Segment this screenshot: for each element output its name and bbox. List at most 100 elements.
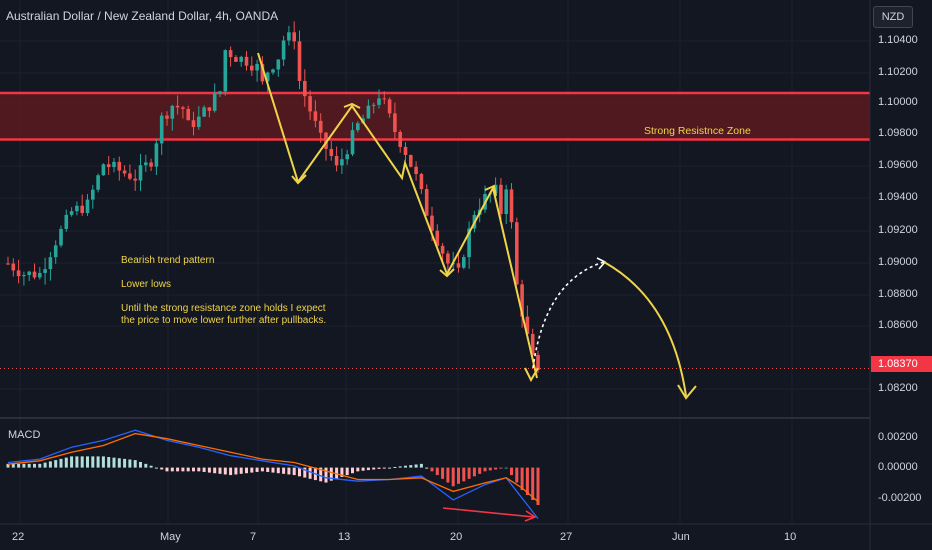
macd-histogram-bar-29 bbox=[160, 467, 164, 470]
candle-body-70 bbox=[377, 98, 381, 105]
zone-label: Strong Resistnce Zone bbox=[644, 125, 751, 137]
candle-body-15 bbox=[85, 199, 90, 214]
macd-histogram-bar-94 bbox=[504, 467, 508, 469]
macd-histogram-bar-45 bbox=[245, 467, 248, 474]
macd-histogram-bar-16 bbox=[91, 456, 95, 468]
macd-histogram-bar-82 bbox=[441, 467, 445, 479]
candle-body-96 bbox=[515, 222, 519, 285]
time-tick-7: 10 bbox=[784, 531, 797, 543]
trend-drawings[interactable] bbox=[257, 52, 697, 400]
price-tick-5: 1.09400 bbox=[878, 191, 918, 203]
candle-body-100 bbox=[536, 354, 540, 371]
macd-histogram-bar-92 bbox=[494, 467, 498, 470]
macd-histogram-bar-15 bbox=[86, 456, 89, 468]
candle-body-18 bbox=[101, 164, 106, 176]
macd-histogram-bar-99 bbox=[531, 467, 535, 501]
macd-histogram-bar-84 bbox=[451, 467, 455, 487]
macd-histogram-bar-68 bbox=[366, 467, 370, 471]
macd-histogram-bar-33 bbox=[181, 467, 185, 472]
candle-body-37 bbox=[202, 107, 206, 117]
macd-histogram-bar-64 bbox=[345, 467, 349, 476]
candle-body-0 bbox=[6, 263, 10, 265]
macd-histogram-bar-83 bbox=[446, 467, 450, 483]
time-tick-6: Jun bbox=[672, 531, 690, 543]
macd-histogram-bar-27 bbox=[149, 465, 153, 468]
candle-body-32 bbox=[175, 105, 180, 108]
candle-body-82 bbox=[440, 245, 445, 254]
candle-body-74 bbox=[398, 132, 402, 147]
candle-body-60 bbox=[324, 132, 328, 149]
candle-body-51 bbox=[276, 59, 281, 70]
candle-body-66 bbox=[356, 123, 360, 131]
macd-histogram-bar-34 bbox=[186, 467, 190, 472]
candle-body-99 bbox=[530, 334, 535, 355]
candle-body-14 bbox=[80, 205, 84, 214]
candle-body-81 bbox=[435, 230, 440, 246]
macd-histogram-bar-93 bbox=[499, 467, 503, 469]
macd-panel bbox=[6, 429, 540, 522]
candle-body-80 bbox=[430, 215, 434, 231]
macd-histogram-bar-97 bbox=[520, 467, 524, 491]
macd-histogram-bar-21 bbox=[117, 458, 121, 468]
macd-histogram-bar-75 bbox=[404, 465, 407, 468]
candle-body-62 bbox=[334, 155, 339, 166]
candle-body-54 bbox=[292, 32, 296, 42]
candle-body-28 bbox=[154, 143, 159, 167]
note-line-4: the price to move lower further after pu… bbox=[121, 315, 327, 326]
candle-body-43 bbox=[234, 57, 238, 62]
zigzag-arrowhead-4 bbox=[484, 184, 497, 197]
macd-histogram-bar-0 bbox=[6, 463, 10, 468]
macd-histogram-bar-100 bbox=[536, 467, 540, 505]
macd-histogram-bar-28 bbox=[154, 467, 158, 469]
candle-body-26 bbox=[144, 162, 148, 166]
candle-body-10 bbox=[59, 228, 63, 246]
candle-body-56 bbox=[303, 80, 307, 97]
macd-histogram-bar-1 bbox=[11, 463, 15, 468]
macd-histogram-bar-35 bbox=[192, 467, 195, 472]
candle-body-30 bbox=[165, 115, 169, 119]
macd-histogram-bar-50 bbox=[271, 467, 275, 473]
macd-histogram-bar-48 bbox=[260, 467, 264, 472]
candle-body-98 bbox=[525, 316, 530, 335]
macd-histogram-bar-19 bbox=[107, 457, 111, 468]
candle-body-11 bbox=[64, 214, 69, 229]
candle-body-25 bbox=[138, 165, 143, 181]
macd-histogram-bar-11 bbox=[64, 457, 68, 468]
macd-histogram-bar-91 bbox=[488, 467, 492, 471]
macd-tick-1: 0.00000 bbox=[878, 461, 918, 473]
macd-histogram-bar-31 bbox=[170, 467, 174, 472]
time-tick-3: 13 bbox=[338, 531, 351, 543]
macd-histogram-bar-52 bbox=[282, 467, 286, 474]
macd-histogram-bar-37 bbox=[202, 467, 206, 472]
macd-histogram-bar-95 bbox=[510, 467, 513, 476]
candle-body-5 bbox=[32, 271, 37, 278]
candle-body-59 bbox=[318, 120, 323, 133]
candle-body-20 bbox=[112, 161, 116, 168]
macd-histogram-bar-20 bbox=[112, 457, 116, 468]
macd-histogram-bar-23 bbox=[128, 459, 132, 468]
candle-body-22 bbox=[122, 170, 127, 174]
candle-body-65 bbox=[350, 130, 355, 155]
candle-body-78 bbox=[419, 174, 424, 190]
currency-button[interactable]: NZD bbox=[873, 6, 913, 28]
macd-histogram-bar-7 bbox=[43, 462, 47, 468]
projection-arrowhead bbox=[677, 384, 697, 400]
macd-histogram-bar-89 bbox=[478, 467, 482, 474]
candle-body-76 bbox=[409, 154, 413, 167]
candle-body-31 bbox=[170, 105, 175, 119]
price-tick-10: 1.08200 bbox=[878, 382, 918, 394]
macd-histogram-bar-73 bbox=[393, 466, 397, 468]
candle-body-94 bbox=[504, 189, 508, 215]
macd-histogram-bar-67 bbox=[361, 467, 365, 471]
candle-body-50 bbox=[271, 69, 275, 73]
candle-body-61 bbox=[329, 148, 334, 156]
macd-histogram-bar-90 bbox=[483, 467, 487, 472]
candle-body-85 bbox=[456, 263, 461, 268]
macd-histogram-bar-9 bbox=[54, 460, 58, 468]
macd-tick-2: -0.00200 bbox=[878, 492, 922, 504]
candle-body-68 bbox=[366, 105, 371, 119]
macd-histogram-bar-18 bbox=[101, 456, 105, 468]
candle-body-69 bbox=[371, 104, 376, 106]
time-tick-1: May bbox=[160, 531, 181, 543]
